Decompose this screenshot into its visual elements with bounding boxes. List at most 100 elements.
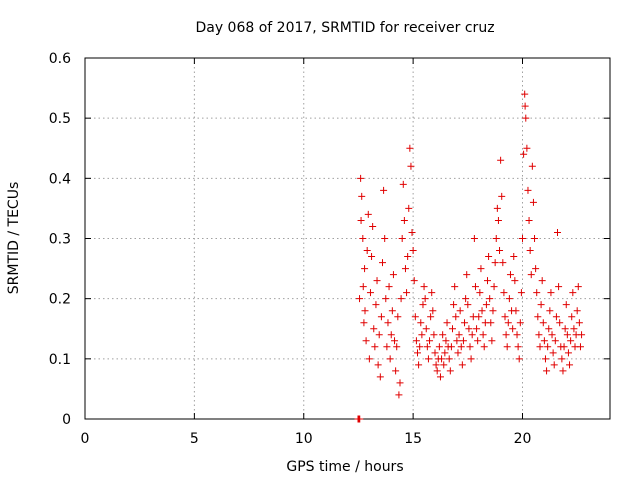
data-point bbox=[408, 228, 416, 236]
data-point bbox=[394, 313, 402, 321]
data-point bbox=[424, 355, 432, 363]
data-point bbox=[428, 289, 436, 297]
data-point bbox=[504, 319, 512, 327]
data-point bbox=[520, 150, 528, 158]
data-point bbox=[359, 235, 367, 242]
data-point bbox=[411, 313, 419, 321]
data-point bbox=[494, 216, 502, 224]
data-point bbox=[449, 325, 456, 333]
data-point bbox=[486, 295, 494, 303]
data-point bbox=[522, 114, 530, 122]
data-point bbox=[543, 367, 551, 375]
data-point bbox=[516, 319, 524, 327]
data-point bbox=[366, 289, 374, 297]
data-point bbox=[406, 144, 414, 152]
y-tick-label: 0.2 bbox=[49, 292, 71, 308]
data-point bbox=[544, 343, 552, 351]
data-point bbox=[440, 361, 448, 369]
data-point bbox=[534, 313, 542, 321]
x-tick-label: 5 bbox=[190, 431, 199, 447]
data-point bbox=[391, 337, 399, 345]
data-point bbox=[375, 331, 383, 339]
data-point bbox=[537, 301, 545, 309]
data-point bbox=[513, 331, 521, 339]
y-axis-label: SRMTID / TECUs bbox=[6, 182, 22, 295]
data-point bbox=[432, 361, 440, 369]
data-point bbox=[519, 235, 526, 242]
data-point bbox=[452, 313, 460, 321]
data-point bbox=[526, 247, 534, 255]
y-tick-label: 0.5 bbox=[49, 111, 71, 127]
data-point bbox=[361, 307, 369, 315]
data-point bbox=[430, 331, 438, 339]
data-point bbox=[436, 373, 444, 381]
data-point bbox=[426, 337, 434, 345]
data-point bbox=[573, 307, 581, 315]
data-point bbox=[358, 192, 366, 200]
data-point bbox=[515, 355, 523, 363]
data-point bbox=[473, 325, 481, 333]
data-point bbox=[465, 325, 473, 333]
data-point bbox=[578, 331, 586, 339]
data-point bbox=[546, 307, 554, 315]
data-point bbox=[570, 325, 578, 333]
data-point bbox=[356, 415, 364, 423]
data-point bbox=[433, 367, 441, 375]
data-point bbox=[363, 247, 371, 255]
data-point bbox=[478, 307, 486, 315]
data-point bbox=[479, 331, 487, 339]
data-point bbox=[554, 228, 561, 236]
data-point bbox=[384, 319, 392, 327]
data-point bbox=[511, 277, 519, 285]
data-point bbox=[389, 271, 397, 279]
data-point bbox=[560, 343, 568, 351]
data-point bbox=[474, 337, 482, 345]
data-point bbox=[412, 337, 420, 345]
data-point bbox=[361, 265, 369, 273]
data-point bbox=[382, 295, 390, 303]
axes: 0 0.1 0.2 0.3 0.4 0.5 0.6 0 5 10 15 20 bbox=[49, 51, 610, 447]
y-tick-label: 0.4 bbox=[49, 171, 71, 187]
data-point bbox=[502, 331, 510, 339]
data-point bbox=[429, 307, 437, 315]
data-point bbox=[550, 361, 558, 369]
data-point bbox=[445, 355, 453, 363]
data-point bbox=[564, 349, 572, 357]
data-point bbox=[418, 331, 426, 339]
data-point bbox=[477, 265, 485, 273]
data-point bbox=[403, 289, 411, 297]
x-axis-label: GPS time / hours bbox=[286, 459, 403, 475]
data-point bbox=[450, 301, 458, 309]
data-point bbox=[383, 343, 391, 351]
data-point bbox=[471, 283, 479, 291]
data-point bbox=[527, 271, 535, 279]
data-point bbox=[496, 247, 504, 255]
data-point bbox=[514, 343, 522, 351]
data-point bbox=[567, 337, 575, 345]
data-point bbox=[485, 253, 493, 261]
data-point bbox=[487, 319, 495, 327]
data-point bbox=[431, 349, 439, 357]
data-point bbox=[541, 355, 549, 363]
data-point bbox=[371, 343, 379, 351]
data-point bbox=[419, 301, 427, 309]
data-point bbox=[509, 325, 517, 333]
data-point bbox=[456, 307, 464, 315]
data-point bbox=[455, 331, 463, 339]
data-point bbox=[374, 361, 382, 369]
data-point bbox=[506, 271, 514, 279]
data-point bbox=[482, 301, 490, 309]
data-point bbox=[360, 319, 368, 327]
data-point bbox=[555, 283, 563, 291]
y-tick-label: 0.6 bbox=[49, 51, 71, 67]
data-point bbox=[362, 337, 370, 345]
data-point bbox=[561, 325, 569, 333]
data-point bbox=[438, 355, 446, 363]
data-point bbox=[498, 192, 506, 200]
data-point bbox=[492, 235, 500, 242]
x-tick-label: 15 bbox=[404, 431, 422, 447]
data-point bbox=[521, 90, 529, 98]
data-point bbox=[501, 313, 509, 321]
data-point bbox=[531, 235, 539, 242]
